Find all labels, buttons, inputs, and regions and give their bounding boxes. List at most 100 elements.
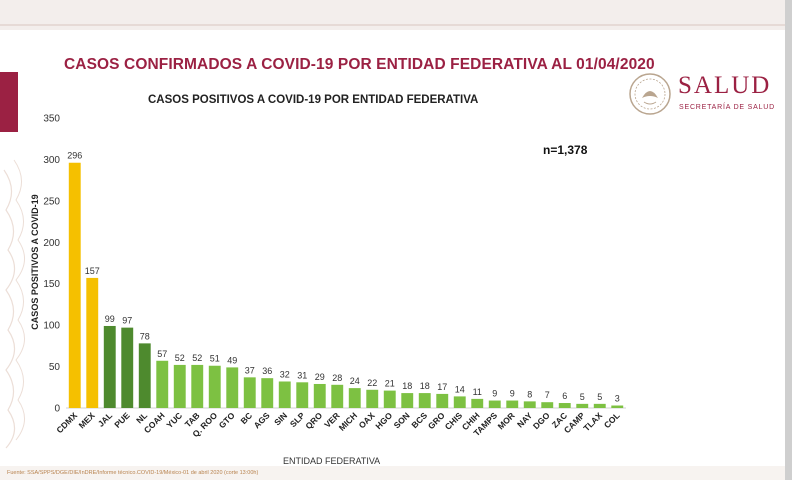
data-label: 18	[420, 381, 430, 391]
x-tick-label: DGO	[531, 410, 552, 431]
x-tick-label: TLAX	[581, 410, 604, 433]
bar-q-roo	[208, 365, 221, 408]
total-cases-label: n=1,378	[543, 143, 588, 157]
bar-jal	[103, 325, 116, 408]
x-tick-label: SIN	[272, 410, 289, 427]
data-label: 6	[562, 391, 567, 401]
bar-sin	[278, 381, 291, 408]
data-label: 57	[157, 349, 167, 359]
y-tick-label: 350	[43, 114, 60, 125]
bar-qro	[313, 383, 326, 408]
bar-mich	[348, 388, 361, 408]
bar-tlax	[593, 403, 606, 408]
x-tick-label: SON	[392, 410, 412, 430]
data-label: 31	[297, 370, 307, 380]
y-tick-label: 100	[43, 321, 60, 332]
data-label: 24	[350, 376, 360, 386]
bar-chih	[471, 398, 484, 408]
bar-slp	[296, 382, 309, 408]
bar-col	[611, 405, 624, 408]
data-label: 51	[210, 354, 220, 364]
y-tick-label: 50	[49, 362, 61, 373]
data-label: 11	[473, 387, 482, 397]
top-divider	[0, 24, 792, 26]
bar-chart: 050100150200250300350296CDMX157MEX99JAL9…	[43, 114, 626, 439]
x-tick-label: COL	[602, 410, 622, 430]
x-tick-label: MICH	[337, 410, 359, 432]
y-axis-label: CASOS POSITIVOS A COVID-19	[30, 194, 40, 330]
data-label: 21	[385, 379, 395, 389]
page-title: CASOS CONFIRMADOS A COVID-19 POR ENTIDAD…	[64, 56, 655, 73]
data-label: 32	[280, 369, 290, 379]
data-label: 157	[85, 266, 100, 276]
x-tick-label: QRO	[303, 410, 324, 431]
x-tick-label: MEX	[77, 410, 97, 430]
bar-bcs	[418, 393, 431, 408]
data-label: 5	[580, 392, 585, 402]
bar-ver	[331, 384, 344, 408]
bar-mor	[506, 400, 519, 408]
bar-tab	[191, 364, 204, 408]
bar-zac	[558, 403, 571, 408]
bar-dgo	[541, 402, 554, 408]
data-label: 7	[545, 390, 550, 400]
data-label: 9	[492, 389, 497, 399]
bar-tamps	[488, 400, 501, 408]
bar-yuc	[173, 364, 186, 408]
data-label: 9	[510, 389, 515, 399]
bar-hgo	[383, 390, 396, 408]
x-tick-label: HGO	[373, 410, 394, 431]
data-label: 52	[175, 353, 185, 363]
x-tick-label: AGS	[252, 410, 272, 430]
x-axis-label: ENTIDAD FEDERATIVA	[283, 456, 381, 466]
x-tick-label: SLP	[288, 410, 307, 429]
footer-bar	[0, 466, 785, 480]
bar-ags	[261, 378, 274, 408]
data-label: 78	[140, 331, 150, 341]
x-tick-label: GTO	[217, 410, 237, 430]
chart-title: CASOS POSITIVOS A COVID-19 POR ENTIDAD F…	[148, 94, 479, 106]
bar-son	[401, 393, 414, 408]
x-tick-label: BCS	[409, 410, 429, 430]
y-tick-label: 200	[43, 238, 60, 249]
data-label: 3	[615, 394, 620, 404]
brand-name: SALUD	[678, 72, 772, 99]
bar-nay	[523, 401, 536, 408]
x-tick-label: CHIS	[443, 410, 465, 432]
x-tick-label: PUE	[112, 410, 132, 430]
x-tick-label: CAMP	[562, 410, 587, 435]
left-accent-bar	[0, 72, 18, 132]
data-label: 37	[245, 365, 255, 375]
data-label: 5	[597, 392, 602, 402]
data-label: 18	[402, 381, 412, 391]
data-label: 97	[122, 316, 132, 326]
data-label: 36	[262, 366, 272, 376]
x-tick-label: NAY	[515, 410, 534, 429]
decorative-pattern	[3, 159, 25, 449]
source-note: Fuente: SSA/SPPS/DGE/DIE/InDRE/Informe t…	[7, 470, 259, 476]
y-tick-label: 300	[43, 155, 60, 166]
data-label: 22	[367, 378, 377, 388]
bar-nl	[138, 343, 151, 408]
data-label: 8	[527, 389, 532, 399]
x-tick-label: OAX	[357, 410, 377, 430]
data-label: 296	[67, 151, 82, 161]
bar-gro	[436, 393, 449, 408]
y-tick-label: 0	[54, 404, 60, 415]
x-tick-label: JAL	[96, 410, 114, 428]
x-tick-label: YUC	[164, 410, 184, 430]
bar-pue	[121, 327, 134, 408]
bar-cdmx	[68, 162, 81, 408]
salud-logo: SALUD SECRETARÍA DE SALUD	[628, 70, 788, 120]
bar-chis	[453, 396, 466, 408]
data-label: 29	[315, 372, 325, 382]
y-tick-label: 250	[43, 196, 60, 207]
bar-gto	[226, 367, 239, 408]
data-label: 14	[455, 384, 465, 394]
bar-oax	[366, 389, 379, 408]
data-label: 99	[105, 314, 115, 324]
brand-subtitle: SECRETARÍA DE SALUD	[679, 104, 775, 111]
y-tick-label: 150	[43, 279, 60, 290]
bar-camp	[576, 403, 589, 408]
data-label: 49	[227, 355, 237, 365]
